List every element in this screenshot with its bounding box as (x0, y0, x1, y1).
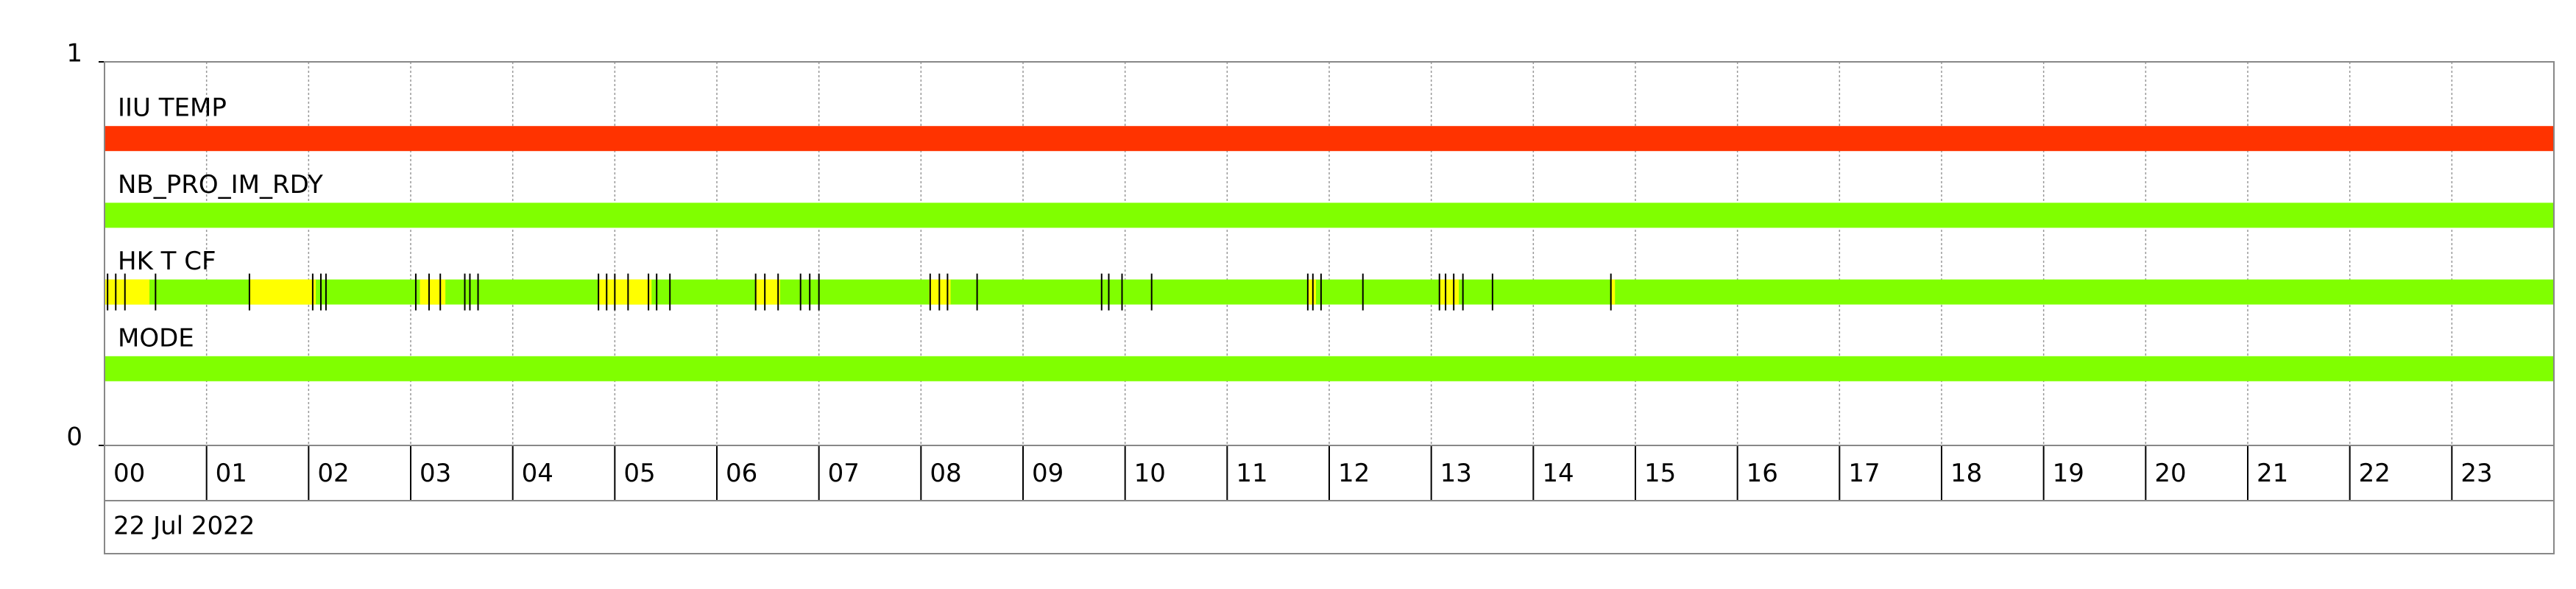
x-tick-label: 06 (726, 459, 757, 488)
x-tick-label: 21 (2257, 459, 2288, 488)
x-tick-label: 01 (216, 459, 247, 488)
x-tick-label: 08 (930, 459, 961, 488)
alert-interval (105, 279, 150, 305)
x-tick-label: 07 (828, 459, 860, 488)
status-bar (105, 202, 2554, 228)
x-tick-label: 11 (1236, 459, 1267, 488)
series-label: MODE (118, 323, 194, 353)
x-tick-label: 05 (623, 459, 655, 488)
x-tick-label: 18 (1950, 459, 1982, 488)
date-label: 22 Jul 2022 (113, 512, 255, 541)
x-tick-label: 13 (1440, 459, 1472, 488)
x-tick-label: 09 (1032, 459, 1064, 488)
alert-interval (249, 279, 316, 305)
status-bar (105, 356, 2554, 381)
x-tick-label: 04 (522, 459, 553, 488)
x-tick-label: 22 (2359, 459, 2391, 488)
alert-interval (420, 279, 446, 305)
x-tick-label: 17 (1848, 459, 1880, 488)
x-tick-label: 00 (113, 459, 145, 488)
x-tick-label: 15 (1644, 459, 1676, 488)
alert-interval (1610, 279, 1616, 305)
status-bar (105, 279, 2554, 305)
alert-interval (1439, 279, 1459, 305)
x-tick-label: 20 (2154, 459, 2186, 488)
series-label: NB_PRO_IM_RDY (118, 170, 323, 200)
series-label: IIU TEMP (118, 94, 227, 123)
y-tick-label: 1 (66, 39, 82, 68)
x-tick-label: 03 (420, 459, 451, 488)
x-tick-label: 14 (1542, 459, 1574, 488)
x-tick-label: 23 (2460, 459, 2492, 488)
x-tick-label: 19 (2053, 459, 2084, 488)
y-tick-label: 0 (66, 423, 82, 452)
x-tick-label: 02 (317, 459, 349, 488)
alert-interval (1307, 279, 1316, 305)
series-label: HK T CF (118, 247, 216, 276)
status-bar (105, 126, 2554, 152)
x-tick-label: 12 (1338, 459, 1370, 488)
alert-interval (755, 279, 780, 305)
date-row-frame (104, 500, 2555, 554)
x-tick-label: 10 (1134, 459, 1166, 488)
x-tick-label: 16 (1747, 459, 1778, 488)
